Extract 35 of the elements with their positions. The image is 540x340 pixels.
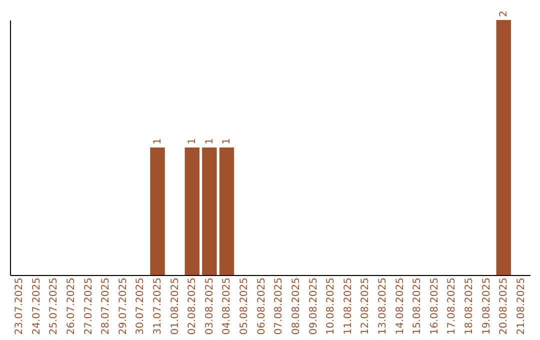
x-tick-label: 02.08.2025 <box>187 278 198 335</box>
data-label: 1 <box>152 138 164 144</box>
x-tick-label: 31.07.2025 <box>152 278 164 335</box>
x-tick-label: 21.08.2025 <box>516 278 527 335</box>
x-tick-label: 01.08.2025 <box>170 278 181 335</box>
x-tick-label: 18.08.2025 <box>464 278 475 335</box>
x-tick-label: 03.08.2025 <box>204 278 216 335</box>
x-tick-label: 10.08.2025 <box>326 278 337 335</box>
data-label: 1 <box>187 138 198 144</box>
x-tick-label: 14.08.2025 <box>394 278 406 335</box>
x-tick-label: 15.08.2025 <box>412 278 424 335</box>
data-label: 1 <box>204 138 216 144</box>
x-tick-label: 04.08.2025 <box>222 278 233 335</box>
x-tick-label: 30.07.2025 <box>135 278 146 335</box>
x-tick-label: 13.08.2025 <box>377 278 388 335</box>
data-label: 1 <box>222 138 233 144</box>
x-tick-label: 05.08.2025 <box>239 278 250 335</box>
x-tick-label: 09.08.2025 <box>308 278 320 335</box>
x-tick-label: 26.07.2025 <box>66 278 77 335</box>
x-tick-label: 06.08.2025 <box>256 278 268 335</box>
x-tick-label: 20.08.2025 <box>498 278 510 335</box>
x-tick-label: 19.08.2025 <box>481 278 492 335</box>
x-tick-label: 07.08.2025 <box>274 278 285 335</box>
x-tick-label: 12.08.2025 <box>360 278 372 335</box>
x-tick-label: 23.07.2025 <box>14 278 26 335</box>
data-label: 2 <box>498 10 510 17</box>
x-tick-label: 08.08.2025 <box>290 278 302 335</box>
x-tick-label: 11.08.2025 <box>342 278 354 335</box>
x-tick-label: 29.07.2025 <box>118 278 129 335</box>
x-tick-label: 27.07.2025 <box>83 278 94 335</box>
x-tick-label: 25.07.2025 <box>48 278 60 335</box>
x-tick-label: 28.07.2025 <box>100 278 112 335</box>
x-tick-label: 17.08.2025 <box>446 278 458 335</box>
x-tick-label: 16.08.2025 <box>429 278 440 335</box>
x-tick-label: 24.07.2025 <box>31 278 42 335</box>
